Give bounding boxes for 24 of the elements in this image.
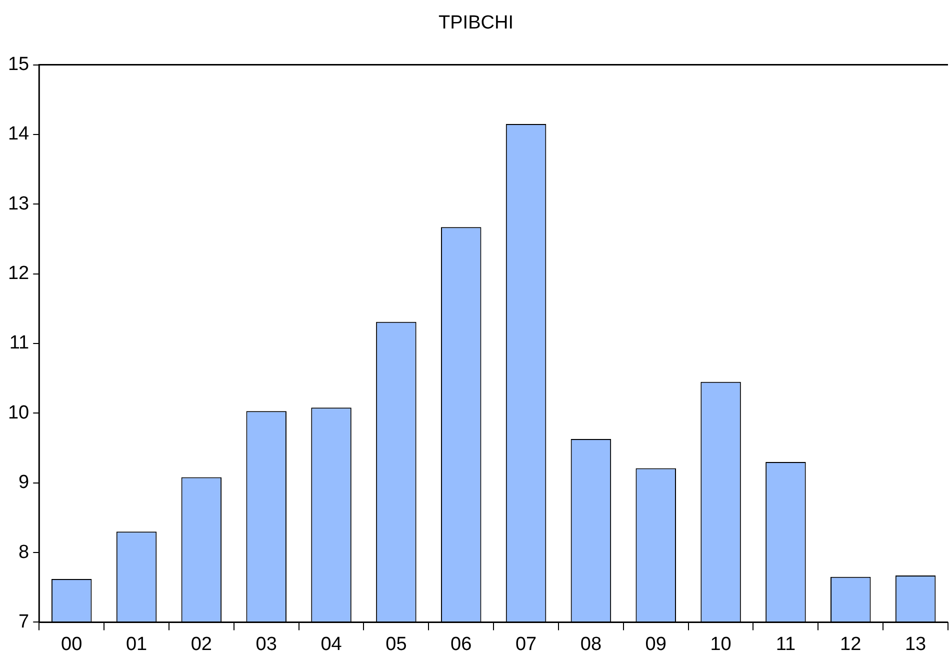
chart-title: TPIBCHI [438, 12, 514, 34]
x-tick-label: 06 [450, 634, 472, 655]
x-tick-label: 02 [190, 634, 212, 655]
y-tick-label: 15 [8, 54, 30, 76]
y-tick-label: 13 [8, 193, 30, 214]
x-tick-label: 12 [840, 634, 862, 655]
x-tick-label: 09 [645, 634, 666, 655]
x-tick-label: 07 [515, 634, 537, 655]
x-tick-label: 03 [256, 634, 277, 655]
x-tick-label: 00 [61, 634, 82, 655]
x-tick-label: 10 [710, 634, 732, 655]
x-tick-label: 13 [904, 634, 926, 655]
x-tick-label: 05 [386, 634, 407, 655]
y-tick-label: 7 [18, 611, 30, 632]
x-tick-label: 04 [320, 634, 342, 655]
y-tick-label: 11 [9, 332, 30, 354]
y-tick-label: 8 [18, 542, 30, 563]
x-tick-label: 01 [126, 634, 148, 655]
y-tick-label: 10 [8, 402, 30, 424]
x-tick-label: 08 [580, 634, 602, 655]
y-tick-label: 14 [8, 124, 30, 145]
x-tick-label: 11 [776, 634, 796, 655]
y-tick-label: 12 [8, 263, 30, 284]
y-tick-label: 9 [18, 472, 30, 494]
